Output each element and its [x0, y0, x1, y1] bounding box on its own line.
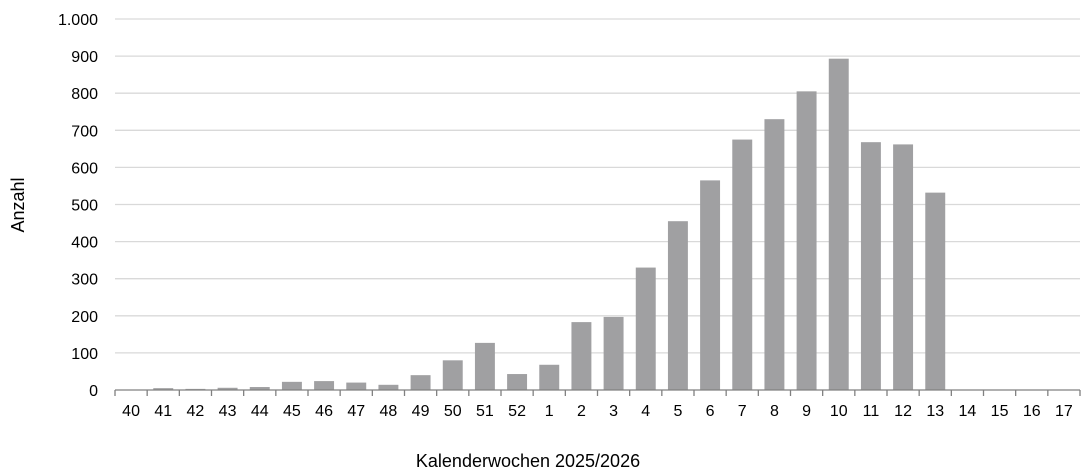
x-tick-label: 17	[1055, 403, 1073, 420]
x-tick-label: 12	[894, 403, 912, 420]
y-tick-label: 500	[71, 198, 98, 215]
bar	[828, 58, 849, 391]
x-tick-label: 13	[926, 403, 944, 420]
x-tick-label: 47	[347, 403, 365, 420]
x-tick-label: 45	[283, 403, 301, 420]
bar	[378, 384, 399, 390]
bar	[442, 360, 463, 390]
y-tick-label: 1.000	[58, 12, 98, 29]
x-tick-label: 5	[673, 403, 682, 420]
x-tick-label: 7	[738, 403, 747, 420]
x-axis	[114, 389, 1081, 396]
bar	[217, 387, 238, 390]
bar	[796, 91, 817, 390]
y-tick-label: 100	[71, 346, 98, 363]
y-tick-label: 300	[71, 272, 98, 289]
bar	[635, 267, 656, 390]
bar	[732, 139, 753, 390]
x-tick-label: 44	[251, 403, 269, 420]
x-tick-label: 16	[1023, 403, 1041, 420]
y-tick-label: 600	[71, 160, 98, 177]
x-tick-label: 14	[959, 403, 977, 420]
x-tick-label: 3	[609, 403, 618, 420]
x-tick-label: 10	[830, 403, 848, 420]
y-tick-label: 700	[71, 123, 98, 140]
x-tick-label: 1	[545, 403, 554, 420]
x-tick-label: 48	[380, 403, 398, 420]
bar	[281, 381, 302, 390]
x-axis-tick-labels: 40 41 42 43 44 45 46 47 48 49 50 51 52 1 2 3 4 5 6 7 8 9 10 11 1…	[122, 403, 1073, 420]
x-tick-label: 15	[991, 403, 1009, 420]
bar	[474, 342, 495, 390]
x-tick-label: 52	[508, 403, 526, 420]
bar	[153, 388, 174, 390]
x-tick-label: 42	[187, 403, 205, 420]
x-tick-label: 50	[444, 403, 462, 420]
x-tick-label: 49	[412, 403, 430, 420]
x-tick-label: 2	[577, 403, 586, 420]
bar	[925, 192, 946, 390]
bar	[507, 374, 528, 390]
x-axis-label: Kalenderwochen 2025/2026	[416, 451, 640, 471]
y-tick-label: 0	[89, 383, 98, 400]
bar	[860, 142, 881, 390]
bar	[764, 119, 785, 391]
x-tick-label: 6	[706, 403, 715, 420]
y-tick-label: 200	[71, 309, 98, 326]
bar	[346, 382, 367, 390]
x-tick-label: 41	[154, 403, 172, 420]
y-tick-label: 800	[71, 86, 98, 103]
bars	[153, 58, 946, 391]
x-tick-label: 8	[770, 403, 779, 420]
x-tick-label: 43	[219, 403, 237, 420]
y-tick-label: 400	[71, 235, 98, 252]
x-tick-label: 9	[802, 403, 811, 420]
x-tick-label: 46	[315, 403, 333, 420]
y-axis-label: Anzahl	[8, 177, 28, 232]
y-tick-label: 900	[71, 49, 98, 66]
bar	[893, 144, 914, 390]
x-tick-label: 11	[863, 403, 880, 420]
bar	[603, 316, 624, 390]
bar	[539, 364, 560, 390]
x-tick-label: 51	[476, 403, 494, 420]
x-tick-label: 4	[641, 403, 650, 420]
bar	[667, 221, 688, 390]
bar	[410, 375, 431, 390]
x-tick-label: 40	[122, 403, 140, 420]
bar	[314, 381, 335, 390]
y-axis-tick-labels: 0 100 200 300 400 500 600 700 800 900 1.000	[58, 12, 98, 400]
gridlines	[115, 18, 1080, 354]
bar	[700, 180, 721, 390]
bar	[571, 322, 592, 390]
bar	[249, 387, 270, 390]
